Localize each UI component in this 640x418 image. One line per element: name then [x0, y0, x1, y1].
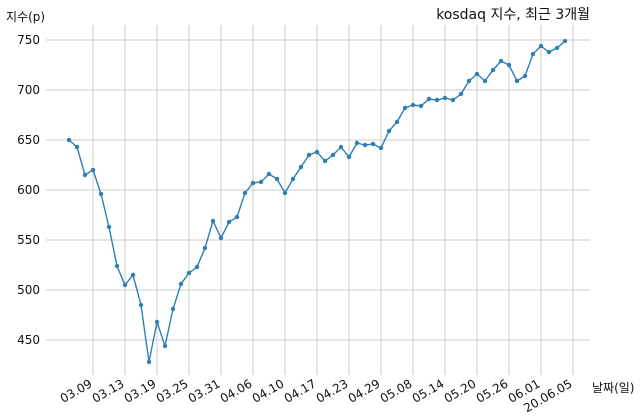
- x-tick-label: 03.13: [90, 376, 127, 405]
- data-point: [506, 62, 512, 68]
- x-tick-label: 04.10: [250, 376, 287, 405]
- x-tick-label: 04.17: [282, 376, 319, 405]
- y-tick-label: 750: [17, 33, 40, 47]
- data-point: [194, 264, 200, 270]
- data-point: [106, 224, 112, 230]
- y-tick-label: 700: [17, 83, 40, 97]
- data-point: [274, 176, 280, 182]
- data-point: [250, 180, 256, 186]
- y-tick-label: 500: [17, 283, 40, 297]
- data-point: [218, 235, 224, 241]
- data-point: [554, 45, 560, 51]
- data-point: [210, 218, 216, 224]
- data-point: [234, 214, 240, 220]
- y-tick-label: 650: [17, 133, 40, 147]
- data-point: [434, 97, 440, 103]
- y-tick-label: 450: [17, 333, 40, 347]
- data-point: [394, 119, 400, 125]
- data-point: [90, 167, 96, 173]
- data-point: [370, 141, 376, 147]
- data-point: [298, 164, 304, 170]
- data-point: [346, 154, 352, 160]
- data-point: [314, 149, 320, 155]
- data-point: [154, 319, 160, 325]
- x-axis-label: 날짜(일): [592, 381, 634, 395]
- data-point: [186, 270, 192, 276]
- data-point: [122, 282, 128, 288]
- x-tick-label: 04.29: [346, 376, 383, 405]
- data-point: [538, 43, 544, 49]
- data-point: [242, 190, 248, 196]
- data-point: [282, 190, 288, 196]
- data-point: [562, 38, 568, 44]
- data-point: [226, 219, 232, 225]
- y-tick-labels: 450 500 550 600 650 700 750: [17, 33, 40, 347]
- data-point: [330, 152, 336, 158]
- data-point: [170, 306, 176, 312]
- data-point: [146, 359, 152, 365]
- data-point: [450, 97, 456, 103]
- y-tick-label: 600: [17, 183, 40, 197]
- grid-layer: [46, 25, 590, 375]
- data-point: [442, 95, 448, 101]
- x-tick-label: 05.26: [474, 376, 511, 405]
- data-point: [490, 67, 496, 73]
- x-tick-label: 03.25: [154, 376, 191, 405]
- data-point: [466, 78, 472, 84]
- data-point: [386, 128, 392, 134]
- x-tick-label: 05.14: [410, 376, 447, 405]
- data-point: [290, 176, 296, 182]
- x-tick-label: 04.23: [314, 376, 351, 405]
- chart-title: kosdaq 지수, 최근 3개월: [436, 7, 590, 23]
- x-tick-label: 04.06: [218, 376, 255, 405]
- x-tick-label: 05.08: [378, 376, 415, 405]
- data-point: [98, 191, 104, 197]
- data-point: [338, 144, 344, 150]
- data-point: [474, 71, 480, 77]
- x-tick-label: 03.31: [186, 376, 223, 405]
- y-tick-label: 550: [17, 233, 40, 247]
- data-point: [354, 140, 360, 146]
- data-point: [130, 272, 136, 278]
- data-point: [66, 137, 72, 143]
- data-point: [498, 58, 504, 64]
- data-point: [202, 245, 208, 251]
- x-tick-label: 03.19: [122, 376, 159, 405]
- data-point: [418, 103, 424, 109]
- x-tick-labels: 03.0903.1303.1903.2503.3104.0604.1004.17…: [58, 376, 575, 415]
- data-point: [114, 263, 120, 269]
- data-point: [82, 172, 88, 178]
- data-point: [322, 158, 328, 164]
- data-point: [530, 51, 536, 57]
- data-point: [482, 78, 488, 84]
- data-point: [162, 343, 168, 349]
- data-point: [458, 91, 464, 97]
- data-point: [426, 96, 432, 102]
- data-point: [266, 171, 272, 177]
- data-point: [258, 179, 264, 185]
- x-tick-label: 05.20: [442, 376, 479, 405]
- y-axis-label: 지수(p): [6, 10, 45, 24]
- data-point: [410, 102, 416, 108]
- data-point: [378, 145, 384, 151]
- x-tick-label: 03.09: [58, 376, 95, 405]
- series-layer: [66, 38, 568, 365]
- data-point: [306, 152, 312, 158]
- data-point: [138, 302, 144, 308]
- data-point: [74, 144, 80, 150]
- data-point: [402, 105, 408, 111]
- data-point: [362, 142, 368, 148]
- data-point: [522, 73, 528, 79]
- data-point: [178, 281, 184, 287]
- data-point: [514, 78, 520, 84]
- data-point: [546, 49, 552, 55]
